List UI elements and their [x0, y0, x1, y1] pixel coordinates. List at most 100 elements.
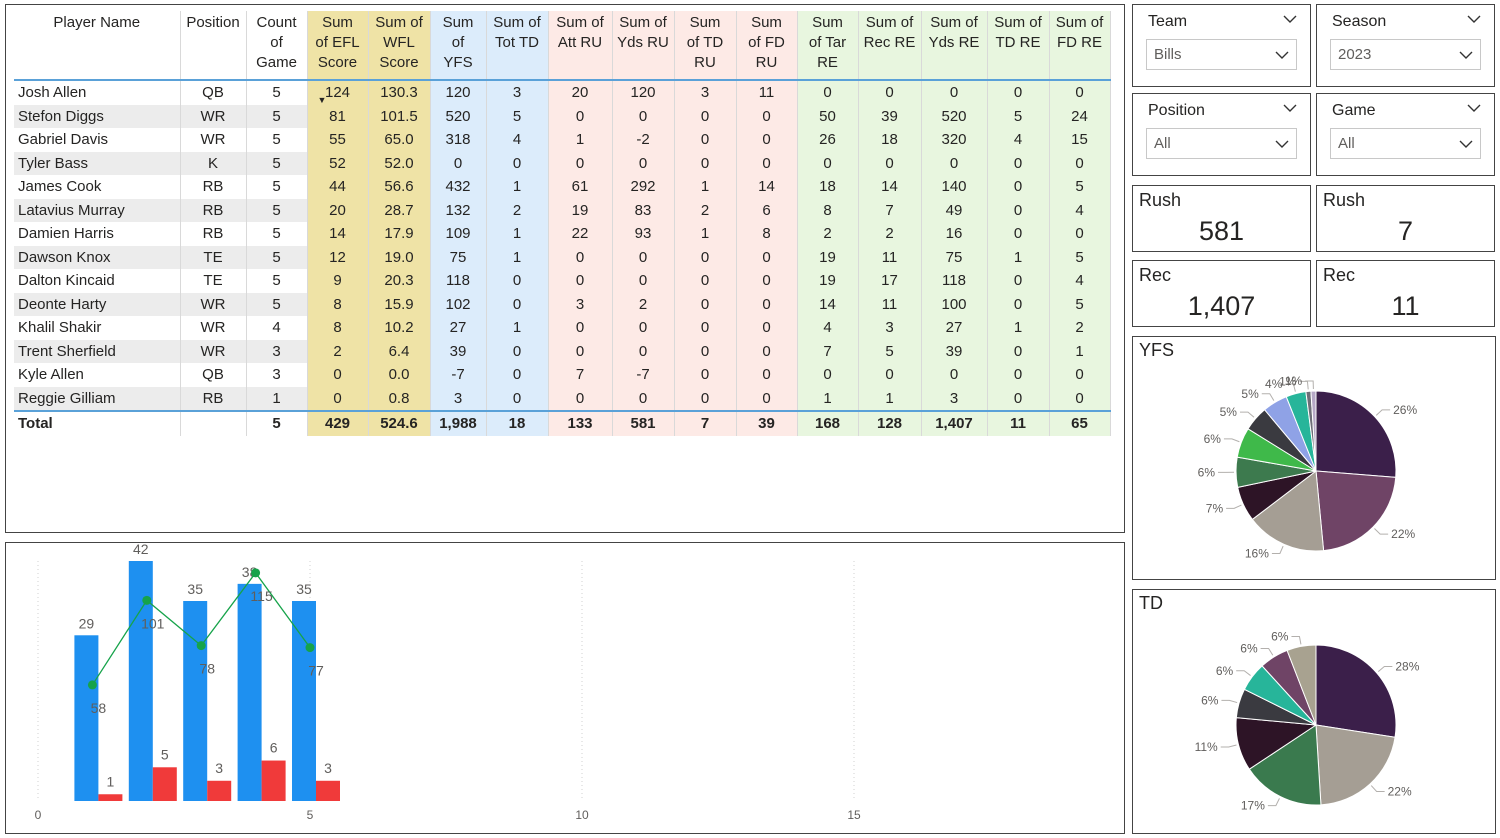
position-slicer[interactable]: Position All [1132, 93, 1311, 176]
table-cell: 8 [307, 292, 369, 316]
trend-point[interactable] [87, 680, 97, 690]
table-cell: 429 [307, 411, 369, 436]
blue-bar[interactable] [237, 583, 262, 801]
blue-bar[interactable] [183, 601, 208, 801]
column-header[interactable]: Count of Game [246, 11, 308, 80]
table-cell: 0 [921, 363, 988, 387]
table-cell: 20.3 [368, 269, 431, 293]
sort-descending-icon[interactable]: ▼ [317, 95, 327, 105]
table-row[interactable]: James Cook RB 5 44 56.6 432 1 61 292 1 14 18 14 140 0 5 [14, 175, 1111, 199]
column-header[interactable]: Sum of Yds RU [612, 11, 675, 80]
trend-point[interactable] [251, 568, 261, 578]
column-header[interactable]: Sum of YFS [430, 11, 487, 80]
table-cell: 581 [612, 411, 675, 436]
chevron-down-icon[interactable] [1282, 100, 1298, 121]
table-row[interactable]: Deonte Harty WR 5 8 15.9 102 0 3 2 0 0 14 11 100 0 5 [14, 292, 1111, 316]
column-header[interactable]: Sum of Yds RE [921, 11, 988, 80]
table-row[interactable]: Trent Sherfield WR 3 2 6.4 39 0 0 0 0 0 7 5 39 0 1 [14, 339, 1111, 363]
player-name-cell: Khalil Shakir [14, 316, 181, 340]
column-header[interactable]: Sum of TD RU [674, 11, 737, 80]
red-bar[interactable] [152, 767, 177, 801]
pie-slice[interactable] [1286, 644, 1317, 726]
column-header[interactable]: Sum of Att RU [548, 11, 613, 80]
trend-point[interactable] [142, 595, 152, 605]
column-header[interactable]: Sum of TD RE [987, 11, 1050, 80]
red-bar-label: 6 [270, 740, 278, 756]
x-tick-label: 0 [35, 808, 42, 822]
red-bar[interactable] [261, 760, 286, 801]
table-row[interactable]: Kyle Allen QB 3 0 0.0 -7 0 7 -7 0 0 0 0 0 0 0 [14, 363, 1111, 387]
card-title: Rush [1323, 190, 1366, 210]
team-slicer[interactable]: Team Bills [1132, 4, 1311, 87]
trend-point[interactable] [196, 641, 206, 651]
table-row[interactable]: Latavius Murray RB 5 20 28.7 132 2 19 83 2 6 8 7 49 0 4 [14, 198, 1111, 222]
table-cell: 15 [1049, 128, 1111, 152]
column-header[interactable]: Sum of Tar RE [797, 11, 859, 80]
table-row[interactable]: Dawson Knox TE 5 12 19.0 75 1 0 0 0 0 19 11 75 1 5 [14, 245, 1111, 269]
column-header[interactable]: Sum of Rec RE [858, 11, 922, 80]
table-cell: 0 [987, 292, 1050, 316]
column-header-text: Sum of [930, 14, 978, 31]
season-slicer[interactable]: Season 2023 [1316, 4, 1495, 87]
position-dropdown[interactable]: All [1146, 128, 1297, 159]
column-header-text: Yds RU [617, 34, 669, 51]
table-cell: 1 [674, 222, 737, 246]
chevron-down-icon[interactable] [1274, 136, 1290, 157]
table-cell: 16 [921, 222, 988, 246]
column-header[interactable]: Position [180, 11, 247, 80]
chevron-down-icon[interactable] [1282, 11, 1298, 32]
table-row[interactable]: Josh Allen QB 5 124 130.3 120 3 20 120 3 11 0 0 0 0 0 [14, 80, 1111, 105]
player-name-cell: Deonte Harty [14, 292, 181, 316]
season-dropdown[interactable]: 2023 [1330, 39, 1481, 70]
table-cell: 120 [430, 80, 487, 105]
pie-slice[interactable] [1315, 644, 1397, 738]
table-cell: 8 [797, 198, 859, 222]
column-header-text: of EFL [315, 34, 360, 51]
red-bar[interactable] [316, 780, 340, 801]
pie-slice[interactable] [1310, 390, 1317, 472]
column-header-text: Count [256, 14, 297, 31]
table-total-row[interactable]: Total 5 429 524.6 1,988 18 133 581 7 39 168 128 1,40… [14, 411, 1111, 436]
pie-slice[interactable] [1315, 724, 1396, 806]
x-tick-label: 10 [575, 808, 589, 822]
chevron-down-icon[interactable] [1466, 11, 1482, 32]
table-row[interactable]: Tyler Bass K 5 52 52.0 0 0 0 0 0 0 0 0 0 0 0 [14, 151, 1111, 175]
team-dropdown[interactable]: Bills [1146, 39, 1297, 70]
game-slicer[interactable]: Game All [1316, 93, 1495, 176]
trend-point[interactable] [305, 643, 315, 653]
blue-bar[interactable] [292, 601, 316, 801]
chevron-down-icon[interactable] [1458, 136, 1474, 157]
table-cell: 109 [430, 222, 487, 246]
chevron-down-icon[interactable] [1466, 100, 1482, 121]
red-bar[interactable] [98, 794, 123, 801]
column-header[interactable]: Sum of Tot TD [486, 11, 549, 80]
column-header[interactable]: Sum of FD RE [1049, 11, 1111, 80]
table-row[interactable]: Reggie Gilliam RB 1 0 0.8 3 0 0 0 0 0 1 1 3 0 0 [14, 386, 1111, 411]
table-cell: 1 [674, 175, 737, 199]
column-header-text: Player Name [53, 14, 141, 31]
column-header[interactable]: Sum of FD RU [736, 11, 798, 80]
game-dropdown[interactable]: All [1330, 128, 1481, 159]
pie-slice[interactable] [1251, 470, 1325, 552]
table-row[interactable]: Khalil Shakir WR 4 8 10.2 27 1 0 0 0 0 4 3 27 1 2 [14, 316, 1111, 340]
table-row[interactable]: Gabriel Davis WR 5 55 65.0 318 4 1 -2 0 0 26 18 320 4 1… [14, 128, 1111, 152]
table-row[interactable]: Damien Harris RB 5 14 17.9 109 1 22 93 1 8 2 2 16 0 0 [14, 222, 1111, 246]
table-cell: 75 [921, 245, 988, 269]
pie-slice[interactable] [1315, 470, 1397, 552]
column-header[interactable]: Sum of WFL Score [368, 11, 431, 80]
chevron-down-icon[interactable] [1458, 47, 1474, 68]
table-row[interactable]: Dalton Kincaid TE 5 9 20.3 118 0 0 0 0 0 19 17 118 0 4 [14, 269, 1111, 293]
blue-bar[interactable] [74, 635, 99, 801]
pie-slice[interactable] [1248, 724, 1322, 806]
column-header-text: of [270, 34, 283, 51]
table-row[interactable]: Stefon Diggs WR 5 81 101.5 520 5 0 0 0 0 50 39 520 5 24 [14, 104, 1111, 128]
red-bar[interactable] [207, 780, 232, 801]
column-header[interactable]: Sum of EFL Score ▼ [307, 11, 369, 105]
chevron-down-icon[interactable] [1274, 47, 1290, 68]
table-cell: 20 [548, 80, 613, 105]
position-slicer-title: Position [1148, 102, 1205, 119]
column-header[interactable]: Player Name [14, 11, 181, 80]
pie-slice[interactable] [1315, 390, 1397, 478]
pie-slice-label: 5% [1220, 405, 1238, 419]
